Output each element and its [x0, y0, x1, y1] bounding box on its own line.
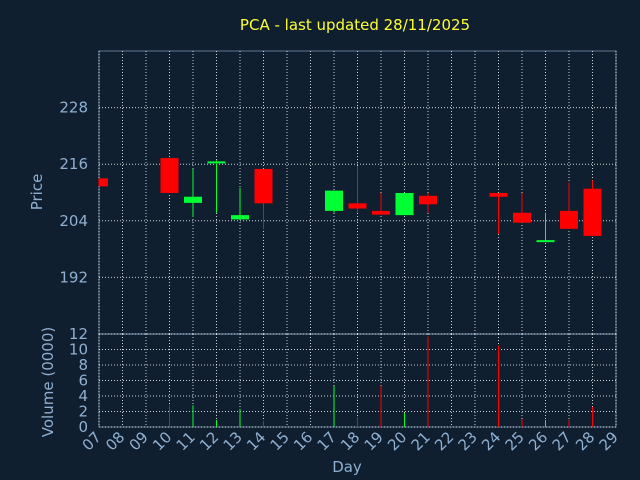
day-tick-label: 08 [102, 428, 128, 454]
candle-body [395, 192, 414, 216]
day-tick-label: 14 [243, 428, 269, 454]
volume-tick-label: 8 [78, 356, 88, 374]
day-tick-label: 13 [220, 428, 246, 454]
price-tick-label: 204 [59, 212, 88, 230]
day-tick-label: 10 [149, 428, 175, 454]
candle-body [348, 203, 367, 209]
day-tick-label: 24 [478, 428, 504, 454]
volume-tick-label: 10 [69, 341, 88, 359]
candle-body [536, 240, 555, 243]
price-tick-label: 216 [59, 155, 88, 173]
candle-body [372, 210, 390, 215]
volume-tick-label: 0 [78, 418, 88, 436]
day-tick-label: 11 [173, 428, 199, 454]
volume-tick-label: 12 [69, 325, 88, 343]
candle-body [419, 195, 437, 205]
day-tick-label: 09 [126, 428, 152, 454]
day-tick-label: 23 [455, 428, 481, 454]
day-tick-label: 27 [549, 428, 575, 454]
candle-body [231, 215, 249, 220]
day-tick-label: 17 [314, 428, 340, 454]
volume-tick-label: 6 [78, 372, 88, 390]
candle-body [489, 192, 508, 197]
candle-body [325, 190, 343, 211]
day-tick-label: 12 [196, 428, 222, 454]
price-axis-label: Price [28, 174, 46, 211]
day-tick-label: 20 [384, 428, 410, 454]
day-tick-label: 29 [596, 428, 622, 454]
candle-body [583, 188, 602, 236]
candle-body [160, 158, 179, 193]
day-tick-label: 18 [337, 428, 363, 454]
day-axis: 0708091011121314151617181920212223242526… [79, 428, 622, 454]
day-tick-label: 22 [431, 428, 457, 454]
price-panel: 192 204 216 228 [59, 50, 617, 335]
volume-tick-label: 4 [78, 387, 88, 405]
day-tick-label: 19 [361, 428, 387, 454]
volume-tick-label: 2 [78, 403, 88, 421]
candle-body [99, 178, 108, 187]
day-tick-label: 28 [572, 428, 598, 454]
day-tick-label: 16 [290, 428, 316, 454]
candle-body [254, 168, 273, 204]
day-tick-label: 25 [502, 428, 528, 454]
candle-body [207, 161, 226, 164]
day-tick-label: 15 [267, 428, 293, 454]
candle-body [184, 196, 202, 203]
candle-body [560, 210, 578, 229]
candle-body [513, 212, 531, 223]
price-tick-label: 192 [59, 268, 88, 286]
day-tick-label: 26 [525, 428, 551, 454]
x-axis-label: Day [332, 458, 362, 476]
day-tick-label: 21 [408, 428, 434, 454]
price-tick-label: 228 [59, 99, 88, 117]
chart-title: PCA - last updated 28/11/2025 [240, 16, 470, 34]
volume-axis-label: Volume (0000) [39, 327, 57, 437]
